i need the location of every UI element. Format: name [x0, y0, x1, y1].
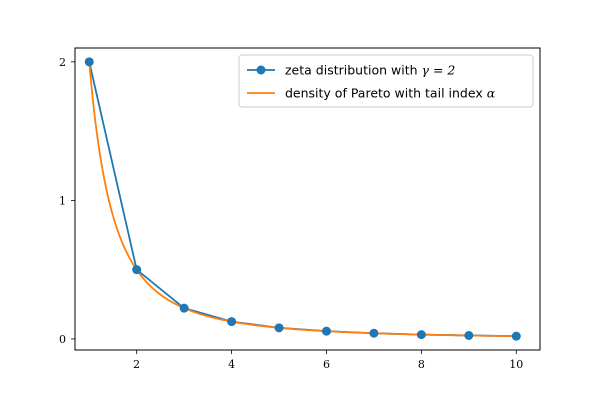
- data-point: [274, 323, 284, 333]
- data-point: [511, 331, 521, 341]
- legend-marker: [256, 65, 266, 75]
- x-tick-label: 8: [418, 358, 425, 371]
- data-point: [84, 57, 94, 67]
- x-tick-label: 6: [323, 358, 330, 371]
- y-axis: 0 1 2: [59, 56, 75, 346]
- series-line-pareto: [88, 61, 517, 338]
- plot-area: [84, 57, 521, 341]
- legend: zeta distribution with γ = 2 density of P…: [238, 54, 534, 108]
- data-point: [464, 330, 474, 340]
- data-point: [369, 328, 379, 338]
- x-axis: 2 4 6 8 10: [133, 350, 523, 371]
- x-tick-label: 4: [228, 358, 235, 371]
- legend-box: [238, 54, 534, 108]
- y-tick-label: 2: [59, 56, 66, 69]
- axes-frame: [74, 47, 541, 351]
- data-point: [227, 317, 237, 327]
- data-point: [179, 303, 189, 313]
- x-tick-label: 2: [133, 358, 140, 371]
- y-tick-label: 1: [59, 194, 66, 207]
- y-tick-label: 0: [59, 333, 66, 346]
- data-point: [416, 330, 426, 340]
- legend-label: density of Pareto with tail index α: [285, 86, 496, 101]
- data-point: [132, 265, 142, 275]
- data-point: [321, 326, 331, 336]
- legend-label: zeta distribution with γ = 2: [285, 63, 455, 78]
- legend-entry: density of Pareto with tail index α: [247, 86, 496, 101]
- legend-entry: zeta distribution with γ = 2: [247, 63, 455, 78]
- x-tick-label: 10: [509, 358, 523, 371]
